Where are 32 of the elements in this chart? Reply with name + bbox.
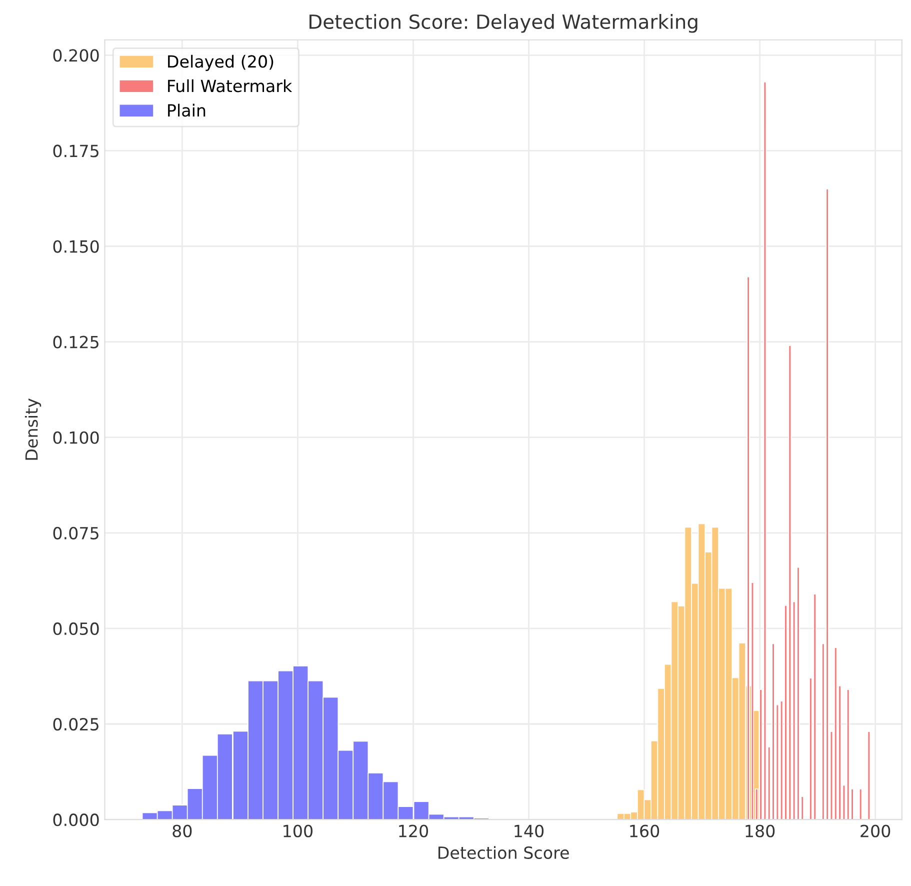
legend-label: Delayed (20) bbox=[168, 54, 274, 71]
x-tick-label: 180 bbox=[746, 824, 775, 838]
x-axis-title: Detection Score bbox=[438, 846, 569, 859]
y-tick-label: 0.075 bbox=[53, 526, 98, 540]
y-tick-label: 0.175 bbox=[53, 144, 98, 158]
y-axis-title: Density bbox=[24, 398, 42, 460]
bar bbox=[834, 647, 838, 820]
bar bbox=[859, 788, 862, 820]
bar bbox=[867, 731, 870, 820]
y-tick-label: 0.150 bbox=[53, 240, 99, 253]
bar bbox=[763, 81, 766, 820]
bar bbox=[796, 566, 800, 820]
y-tick-label: 0.025 bbox=[53, 718, 98, 731]
y-tick-label: 0.125 bbox=[53, 336, 98, 348]
chart-title: Detection Score: Delayed Watermarking bbox=[310, 14, 698, 33]
legend-label: Full Watermark bbox=[168, 79, 292, 92]
bar bbox=[788, 345, 792, 820]
bar bbox=[772, 643, 775, 820]
y-tick-label: 0.200 bbox=[53, 49, 99, 62]
y-tick-label: 0.000 bbox=[53, 814, 99, 826]
y-tick-label: 0.100 bbox=[53, 431, 99, 444]
x-tick-label: 100 bbox=[284, 824, 312, 838]
legend-label: Plain bbox=[168, 104, 206, 117]
x-tick-label: 200 bbox=[860, 824, 890, 838]
bar bbox=[813, 594, 816, 820]
y-tick-label: 0.050 bbox=[53, 622, 99, 636]
x-tick-label: 140 bbox=[514, 824, 544, 838]
bar bbox=[846, 689, 850, 820]
x-tick-label: 120 bbox=[399, 824, 428, 838]
x-tick-label: 80 bbox=[172, 824, 192, 838]
x-tick-label: 160 bbox=[630, 824, 660, 838]
bar bbox=[826, 188, 829, 820]
